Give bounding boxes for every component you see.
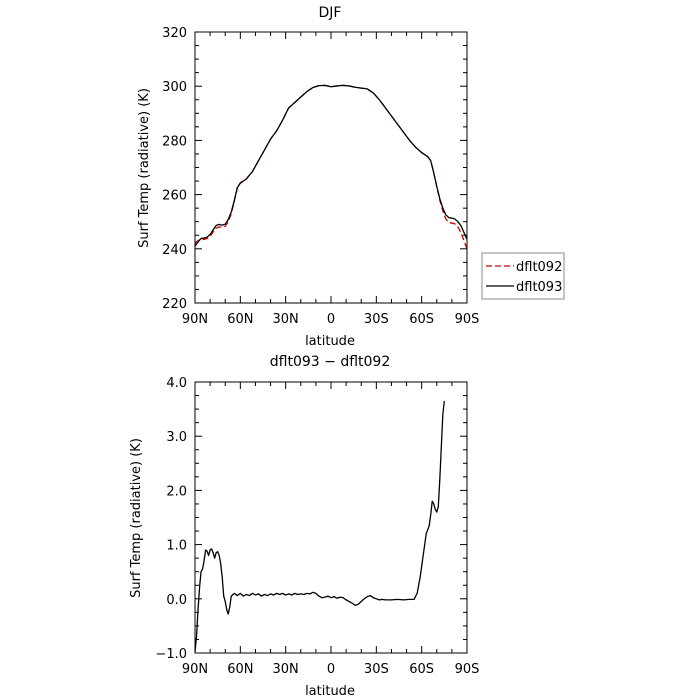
top-x-tick-label: 90N bbox=[182, 312, 208, 327]
top-y-tick-label: 260 bbox=[162, 189, 187, 204]
bottom-x-tick-label: 60S bbox=[409, 662, 434, 677]
bottom-y-tick-label: 0.0 bbox=[166, 593, 187, 608]
bottom-x-tick-label: 30S bbox=[364, 662, 389, 677]
top-x-tick-label: 90S bbox=[455, 312, 480, 327]
top-x-tick-label: 60N bbox=[227, 312, 253, 327]
top-plot-area: 220 240 260 280 300 320 90N 60N 30N 0 30S 60S 90S bbox=[162, 26, 479, 327]
legend-box bbox=[481, 252, 565, 300]
top-y-tick-label: 220 bbox=[162, 297, 187, 312]
bottom-y-tick-label: −1.0 bbox=[155, 647, 187, 662]
panel-top: DJF 220 240 260 280 300 320 90N 60N 30N 0 30S 60S 90… bbox=[137, 5, 479, 349]
legend-label-dflt092: dflt092 bbox=[516, 260, 562, 275]
top-x-axis-label: latitude bbox=[305, 334, 355, 349]
top-plot-frame bbox=[194, 31, 468, 304]
bottom-plot-frame bbox=[194, 381, 468, 654]
bottom-x-tick-label: 90S bbox=[455, 662, 480, 677]
legend: dflt092 dflt093 bbox=[481, 252, 565, 300]
top-series-line-dflt092 bbox=[194, 84, 468, 250]
top-y-tick-label: 240 bbox=[162, 243, 187, 258]
top-y-tick-label: 320 bbox=[162, 26, 187, 41]
bottom-y-tick-label: 2.0 bbox=[166, 484, 187, 499]
top-y-tick-label: 280 bbox=[162, 134, 187, 149]
top-chart-title: DJF bbox=[319, 5, 342, 21]
top-y-axis-label: Surf Temp (radiative) (K) bbox=[137, 88, 152, 248]
top-x-tick-label: 30N bbox=[273, 312, 299, 327]
bottom-y-axis-label: Surf Temp (radiative) (K) bbox=[129, 438, 144, 598]
top-y-tick-label: 300 bbox=[162, 80, 187, 95]
bottom-y-tick-label: 1.0 bbox=[166, 539, 187, 554]
bottom-chart-title: dflt093 − dflt092 bbox=[270, 354, 390, 370]
bottom-y-tick-label: 4.0 bbox=[166, 376, 187, 391]
bottom-x-tick-label: 90N bbox=[182, 662, 208, 677]
bottom-x-axis-label: latitude bbox=[305, 684, 355, 699]
bottom-y-tick-label: 3.0 bbox=[166, 430, 187, 445]
panel-bottom: dflt093 − dflt092 −1.0 0.0 1.0 2.0 3.0 4.0 90N… bbox=[129, 354, 479, 699]
bottom-plot-area: −1.0 0.0 1.0 2.0 3.0 4.0 90N 60N 30N 0 30S 60S 90S bbox=[155, 376, 479, 677]
top-series-line-dflt093 bbox=[194, 84, 468, 247]
legend-label-dflt093: dflt093 bbox=[516, 280, 562, 295]
bottom-x-tick-label: 0 bbox=[327, 662, 335, 677]
top-x-tick-label: 30S bbox=[364, 312, 389, 327]
top-x-tick-label: 0 bbox=[327, 312, 335, 327]
top-x-tick-label: 60S bbox=[409, 312, 434, 327]
bottom-x-tick-label: 30N bbox=[273, 662, 299, 677]
bottom-x-tick-label: 60N bbox=[227, 662, 253, 677]
bottom-series-line-diff-0 bbox=[194, 400, 445, 652]
